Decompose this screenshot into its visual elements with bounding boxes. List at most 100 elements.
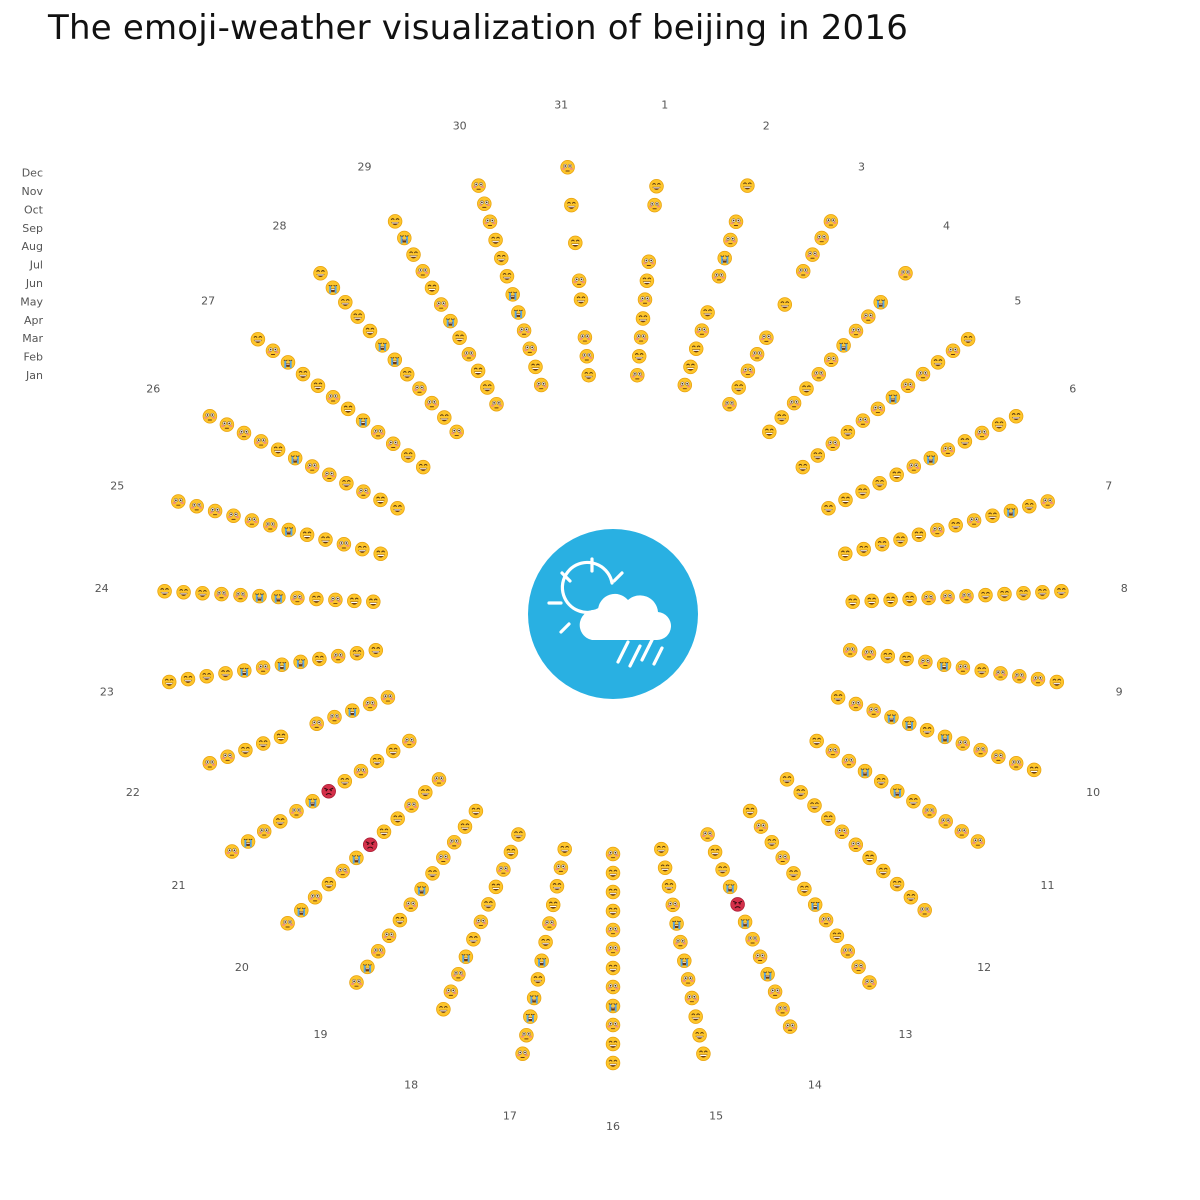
flushed-emoji-day31-jun [571, 273, 587, 289]
day-label-28: 28 [273, 220, 287, 233]
crying-emoji-day15-may [669, 916, 684, 931]
flushed-emoji-day2-sep [723, 232, 738, 248]
flushed-emoji-day26-jun [304, 459, 320, 474]
flushed-emoji-day5-jun [870, 401, 886, 417]
grinning-emoji-day24-jan [365, 594, 381, 610]
grinning-emoji-day9-mar [880, 648, 896, 664]
flushed-emoji-day4-aug [848, 323, 864, 339]
flushed-emoji-day11-aug [922, 803, 937, 819]
day-label-4: 4 [943, 220, 950, 233]
grinning-emoji-day22-jul [273, 729, 289, 745]
grinning-emoji-day12-jan [779, 772, 795, 787]
grinning-emoji-day15-dec [696, 1046, 711, 1062]
crying-emoji-day10-apr [884, 709, 899, 725]
crying-emoji-day22-mar [344, 703, 360, 718]
crying-emoji-day17-oct [522, 1009, 538, 1024]
flushed-emoji-day13-apr [775, 850, 791, 866]
crying-emoji-day14-apr [722, 879, 738, 895]
day-label-3: 3 [858, 160, 865, 173]
grinning-emoji-day7-jul [948, 517, 964, 533]
crying-emoji-day15-jul [676, 953, 692, 969]
flushed-emoji-day17-feb [553, 860, 569, 876]
grinning-emoji-day9-apr [899, 651, 914, 667]
flushed-emoji-day2-jan [677, 377, 693, 393]
grinning-emoji-day18-apr [488, 879, 504, 895]
crying-emoji-day16-sep [605, 998, 621, 1014]
grinning-emoji-day28-oct [337, 294, 353, 310]
grinning-emoji-day27-jan [415, 459, 431, 475]
angry-emoji-day21-jun [321, 783, 337, 799]
flushed-emoji-day8-jul [959, 588, 974, 604]
flushed-emoji-day12-jun [848, 837, 864, 853]
day-label-27: 27 [201, 295, 215, 308]
flushed-emoji-day15-aug [680, 972, 696, 987]
flushed-emoji-day3-dec [823, 214, 839, 229]
day-label-25: 25 [110, 480, 124, 493]
crying-emoji-day11-jun [889, 783, 905, 799]
grinning-emoji-day12-sep [889, 876, 905, 892]
day-label-19: 19 [314, 1028, 328, 1041]
flushed-emoji-day12-nov [917, 902, 933, 918]
grinning-emoji-day29-oct [406, 247, 421, 263]
chart-title: The emoji-weather visualization of beiji… [48, 8, 909, 48]
flushed-emoji-day7-dec [1040, 494, 1056, 509]
grinning-emoji-day7-jan [837, 546, 853, 562]
flushed-emoji-day1-mar [633, 330, 649, 345]
crying-emoji-day7-oct [1003, 503, 1019, 519]
flushed-emoji-day19-jul [403, 897, 419, 912]
month-label-jan: Jan [25, 369, 43, 382]
flushed-emoji-day11-nov [970, 834, 986, 849]
day-label-7: 7 [1105, 480, 1112, 493]
grinning-emoji-day12-mar [807, 798, 822, 813]
flushed-emoji-day9-jan [842, 642, 858, 658]
crying-emoji-day14-jun [737, 914, 753, 930]
crying-emoji-day6-jul [923, 450, 939, 466]
grinning-emoji-day6-dec [1008, 408, 1024, 424]
crying-emoji-day4-jul [836, 338, 851, 353]
grinning-emoji-day24-oct [195, 585, 210, 601]
crying-emoji-day24-jun [271, 589, 286, 605]
month-label-oct: Oct [24, 203, 44, 216]
crying-emoji-day29-jun [443, 313, 458, 329]
flushed-emoji-day6-jun [906, 459, 922, 474]
grinning-emoji-day13-may [786, 866, 801, 881]
crying-emoji-day20-jul [349, 850, 364, 866]
grinning-emoji-day12-apr [820, 811, 836, 826]
month-label-may: May [20, 295, 43, 308]
grinning-emoji-day24-feb [346, 593, 362, 609]
grinning-emoji-day4-feb [774, 410, 790, 425]
grinning-emoji-day6-feb [838, 492, 853, 508]
grinning-emoji-day10-jan [830, 690, 846, 705]
grinning-emoji-day8-jan [845, 594, 861, 610]
crying-emoji-day19-nov [360, 959, 375, 975]
flushed-emoji-day6-aug [940, 442, 956, 458]
grinning-emoji-day23-sep [218, 666, 233, 681]
flushed-emoji-day8-jun [940, 589, 955, 605]
flushed-emoji-day23-jul [255, 660, 271, 675]
day-label-14: 14 [808, 1079, 822, 1092]
flushed-emoji-day4-mar [786, 395, 802, 411]
day-label-26: 26 [146, 383, 160, 396]
grinning-emoji-day16-nov [605, 1036, 621, 1052]
grinning-emoji-day19-jan [468, 803, 484, 819]
flushed-emoji-day4-dec [898, 265, 913, 281]
grinning-emoji-day5-feb [810, 448, 826, 463]
crying-emoji-day19-jun [414, 881, 429, 897]
crying-emoji-day30-jun [505, 287, 521, 302]
flushed-emoji-day22-feb [362, 696, 378, 712]
flushed-emoji-day13-feb [753, 819, 769, 834]
grinning-emoji-day11-jul [906, 793, 921, 809]
flushed-emoji-day17-nov [519, 1027, 534, 1043]
flushed-emoji-day13-oct [840, 943, 856, 959]
day-label-23: 23 [100, 686, 114, 699]
crying-emoji-day28-nov [325, 280, 341, 296]
grinning-emoji-day21-may [337, 773, 353, 789]
crying-emoji-day17-jul [534, 953, 550, 969]
flushed-emoji-day9-feb [861, 645, 877, 661]
grinning-emoji-day2-mar [688, 341, 704, 357]
grinning-emoji-day26-apr [338, 475, 354, 491]
crying-emoji-day5-jul [885, 389, 901, 405]
flushed-emoji-day3-oct [805, 247, 820, 262]
grinning-emoji-day31-jan [581, 367, 597, 383]
grinning-emoji-day27-aug [310, 378, 326, 394]
